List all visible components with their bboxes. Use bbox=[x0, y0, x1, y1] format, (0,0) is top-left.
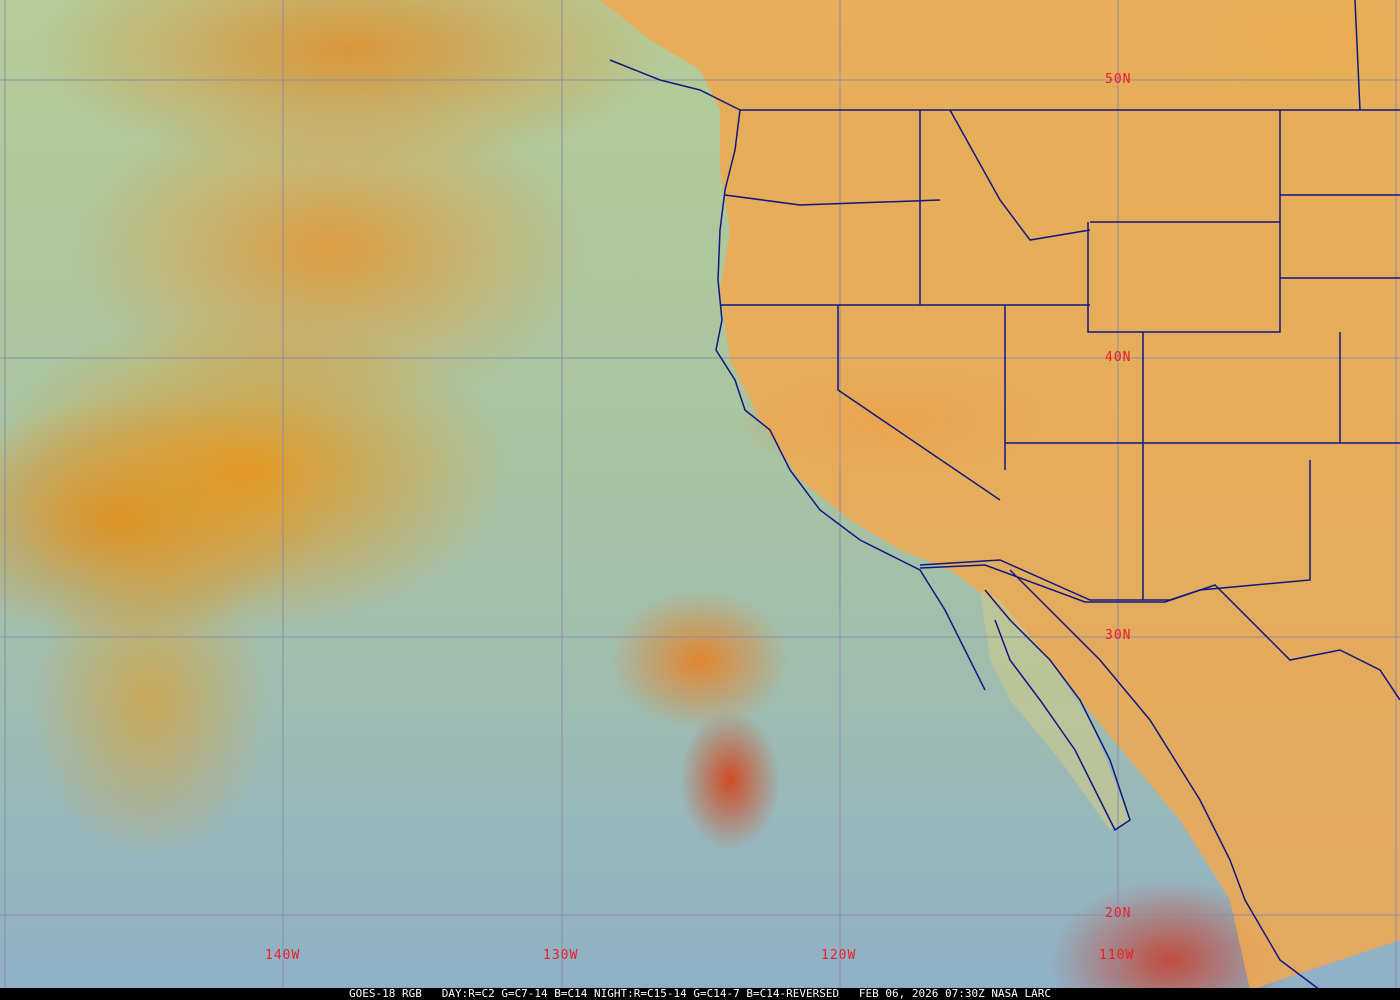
mexico-coastline bbox=[984, 569, 1321, 991]
lat-label-50n: 50N bbox=[1105, 72, 1132, 87]
us-mexico-border bbox=[919, 564, 1400, 701]
lon-label-140w: 140W bbox=[265, 948, 301, 963]
lon-label-120w: 120W bbox=[821, 948, 857, 963]
land-area bbox=[600, 0, 1400, 990]
baja-peninsula bbox=[980, 590, 1130, 830]
lon-label-110w: 110W bbox=[1099, 948, 1135, 963]
image-caption: GOES-18 RGB DAY:R=C2 G=C7-14 B=C14 NIGHT… bbox=[0, 988, 1400, 1000]
lat-label-30n: 30N bbox=[1105, 628, 1132, 643]
west-coastline bbox=[609, 59, 986, 691]
lon-label-130w: 130W bbox=[543, 948, 579, 963]
state-borders bbox=[720, 0, 1400, 601]
lat-label-20n: 20N bbox=[1105, 906, 1132, 921]
lat-label-40n: 40N bbox=[1105, 350, 1132, 365]
